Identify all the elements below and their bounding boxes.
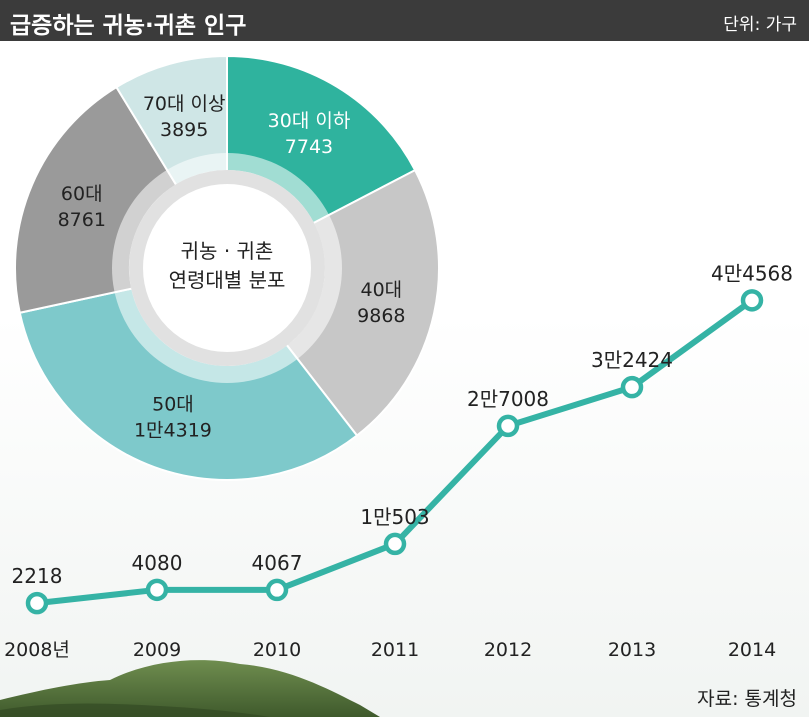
data-label: 4067 (252, 551, 303, 575)
data-label: 1만503 (360, 505, 429, 529)
donut-center-title: 귀농 · 귀촌 (181, 239, 274, 263)
pie-slice-value: 1만4319 (134, 419, 212, 441)
data-label: 2218 (12, 564, 63, 588)
donut-chart: 30대 이하 7743 40대 9868 50대 1만4319 60대 8761 70대 이상 3… (14, 54, 440, 481)
pie-slice-label: 60대 (61, 183, 103, 205)
pie-slice-label: 30대 이하 (268, 110, 351, 132)
data-label: 2만7008 (467, 387, 549, 411)
data-point (25, 591, 49, 615)
pie-slice-value: 8761 (58, 209, 106, 231)
chart-area: 30대 이하 7743 40대 9868 50대 1만4319 60대 8761 70대 이상 3… (0, 54, 809, 717)
data-label: 3만2424 (591, 348, 673, 372)
header-bar: 급증하는 귀농·귀촌 인구 단위: 가구 (0, 0, 809, 41)
pie-slice-label: 40대 (361, 279, 403, 301)
donut-inner-halo (129, 170, 325, 366)
data-point (740, 289, 764, 312)
source-label: 자료: 통계청 (697, 688, 797, 710)
pie-slice-value: 9868 (357, 305, 405, 327)
x-tick-label: 2010 (253, 639, 301, 661)
chart-title: 급증하는 귀농·귀촌 인구 (10, 13, 247, 39)
x-tick-label: 2011 (371, 639, 419, 661)
data-point (620, 375, 644, 399)
donut-center-title: 연령대별 분포 (169, 268, 286, 292)
unit-label: 단위: 가구 (723, 15, 797, 35)
donut-hole (146, 187, 308, 349)
data-label: 4080 (132, 551, 183, 575)
mountain-decoration (0, 660, 380, 717)
pie-slice-value: 3895 (160, 119, 208, 141)
data-point (383, 532, 407, 556)
line-chart: 2218 2008년 4080 2009 4067 2010 1만503 2011 2만7008… (4, 261, 793, 661)
data-point (265, 578, 289, 602)
pie-slice-label: 50대 (152, 393, 194, 415)
mountain-decoration-front (0, 703, 270, 717)
x-tick-label: 2013 (608, 639, 656, 661)
pie-slice-value: 7743 (285, 136, 333, 158)
data-point (145, 578, 169, 602)
data-point (496, 414, 520, 438)
x-tick-label: 2008년 (4, 639, 70, 661)
x-tick-label: 2012 (484, 639, 532, 661)
data-label: 4만4568 (711, 261, 793, 285)
x-tick-label: 2014 (728, 639, 776, 661)
pie-slice-label: 70대 이상 (143, 93, 226, 115)
x-tick-label: 2009 (133, 639, 181, 661)
